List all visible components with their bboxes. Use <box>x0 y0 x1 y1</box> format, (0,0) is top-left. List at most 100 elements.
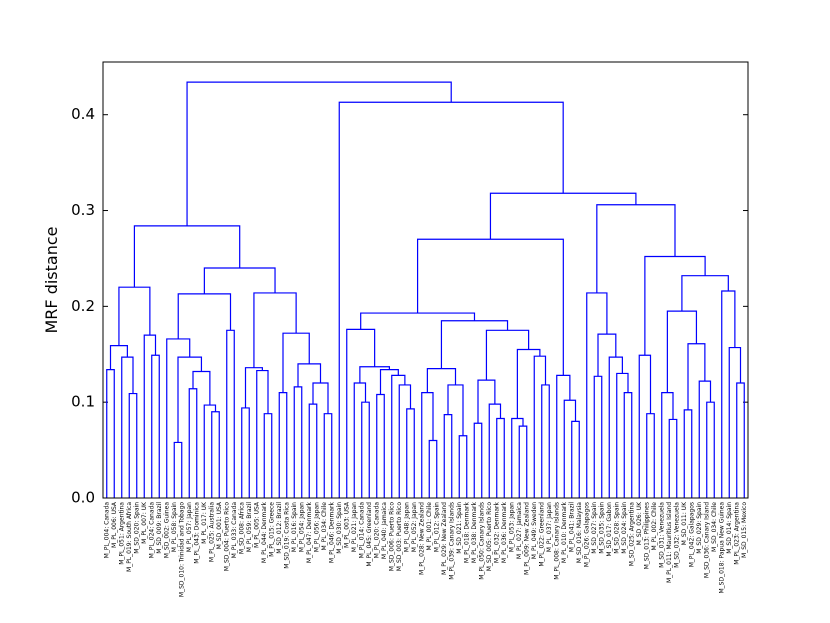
leaf-label: M_SD_018: Papua New Guinea <box>718 502 725 594</box>
leaf-label: M_PL_001: Chile <box>426 502 433 551</box>
leaf-label: M_PL_015: Greece <box>268 502 275 557</box>
dendrogram-link <box>516 348 541 419</box>
leaf-label: M_PL_053: Japan <box>508 502 515 552</box>
dendrogram-link <box>571 420 580 498</box>
dendrogram-link <box>698 380 712 498</box>
leaf-label: M_PL_040: Jamaica <box>381 502 388 559</box>
leaf-label: M_SD_029: Spain <box>696 502 703 554</box>
leaf-label: M_PL_019: South Africa <box>126 502 133 572</box>
leaf-label: M_PL_041: Brazil <box>568 502 575 553</box>
leaf-label: M_PL_010: Denmark <box>561 501 568 563</box>
dendrogram-link <box>443 414 453 498</box>
leaf-label: M_PL_058: Spain <box>171 502 178 552</box>
leaf-label: M_SD_008: Africa <box>238 502 245 554</box>
leaf-label: M_SD_017: Gabon <box>606 502 613 557</box>
dendrogram-link <box>511 417 524 498</box>
y-tick-label: 0.0 <box>71 489 95 507</box>
leaf-label: M_PL_004: Canada <box>103 502 110 559</box>
dendrogram-link <box>173 441 183 498</box>
leaf-label: M_PL_002: Chile <box>651 502 658 551</box>
leaf-label: M_PL_044: Denmark <box>261 501 268 563</box>
dendrogram-link <box>666 310 698 393</box>
leaf-label: M_PL_011: Mauritius Island <box>666 502 673 583</box>
leaf-label: M_SD_026: UK <box>636 501 643 545</box>
leaf-label: M_SD_015: Mexico <box>741 502 748 558</box>
leaf-label: M_PL_024: Canada <box>148 502 155 559</box>
leaf-label: M_PL_039: Canary Islands <box>448 502 455 580</box>
leaf-label: M_PL_014: Canada <box>358 502 365 559</box>
leaf-label: M_SD_011: UK <box>681 501 688 545</box>
dendrogram-link <box>597 333 617 377</box>
leaf-label: M_PL_026: Galapagos <box>583 502 590 567</box>
dendrogram-link <box>256 369 269 498</box>
dendrogram-link <box>646 413 655 498</box>
leaf-label: M_PL_023: Argentina <box>733 502 740 565</box>
leaf-label: M_PL_049: Sweden <box>531 502 538 559</box>
leaf-label: M_SD_009: Brazil <box>156 502 163 554</box>
leaf-label: M_PL_005: USA <box>253 501 260 548</box>
plot-frame <box>102 61 749 499</box>
y-axis-label: MRF distance <box>42 226 61 333</box>
dendrogram-link <box>323 413 333 498</box>
y-tick-label: 0.3 <box>71 201 95 219</box>
leaf-label: M_PL_046: Denmark <box>328 501 335 563</box>
leaf-label: M_PL_017: UK <box>201 501 208 544</box>
dendrogram-link <box>406 408 415 498</box>
leaf-label: M_SD_031: Venezuela <box>658 502 665 568</box>
y-tick-label: 0.4 <box>71 105 95 123</box>
leaf-label: M_SD_005: Puerto Rico <box>486 502 493 572</box>
leaf-label: M_PL_006: USA <box>111 501 118 548</box>
leaf-label: M_PL_022: Greenland <box>538 502 545 567</box>
leaf-label: M_SD_001: USA <box>216 501 223 549</box>
leaf-label: M_PL_032: Denmark <box>493 501 500 563</box>
leaf-label: M_PL_057: Japan <box>186 502 193 552</box>
y-tick-label: 0.2 <box>71 297 95 315</box>
dendrogram-link <box>496 417 505 498</box>
leaf-label: M_SD_014: Spain <box>726 502 733 554</box>
leaf-label: M_PL_045: Greenland <box>366 502 373 567</box>
leaf-label: M_PL_025: Australia <box>208 502 215 562</box>
leaf-label: M_PL_048: Japan <box>403 502 410 552</box>
dendrogram-link <box>128 392 138 498</box>
y-tick-label: 0.1 <box>71 393 95 411</box>
leaf-label: M_SD_027: Spain <box>591 502 598 554</box>
dendrogram-link <box>379 368 399 395</box>
leaf-label: M_PL_007: UK <box>141 501 148 544</box>
leaf-label: M_PL_050: Canary Islands <box>478 502 485 580</box>
leaf-label: M_PL_009: New Zealand <box>523 502 530 575</box>
dendrogram-link <box>706 401 715 498</box>
dendrogram-link <box>518 425 528 498</box>
leaf-label: M_PL_054: Japan <box>298 502 305 552</box>
leaf-label: M_SD_016: Malaysia <box>576 502 583 564</box>
leaf-label: M_SD_024: Spain <box>621 502 628 554</box>
leaf-label: M_SD_013: Philippines <box>643 502 650 569</box>
leaf-label: M_PL_051: Argentina <box>118 502 125 565</box>
leaf-label: M_SD_035: Spain <box>598 502 605 554</box>
leaf-label: M_SD_030: Spain <box>336 502 343 554</box>
leaf-label: M_SD_021: Spain <box>456 502 463 554</box>
dendrogram-link <box>361 401 370 498</box>
leaf-label: M_PL_034: Chile <box>321 502 328 551</box>
leaf-label: M_PL_020: Canada <box>373 502 380 559</box>
leaf-label: M_PL_036: Denmark <box>501 501 508 563</box>
leaf-label: M_SD_004: Puerto Rico <box>223 502 230 572</box>
leaf-label: M_PL_043: Dominica <box>193 502 200 564</box>
leaf-label: M_SD_036: Canary Island <box>703 502 710 578</box>
dendrogram-link <box>485 329 530 381</box>
leaf-label: M_PL_033: Canada <box>231 502 238 559</box>
leaf-label: M_PL_047: Denmark <box>306 501 313 563</box>
dendrogram-link <box>226 329 235 498</box>
leaf-label: M_SD_028: Spain <box>613 502 620 554</box>
dendrogram-link <box>683 409 693 498</box>
leaf-label: M_PL_018: Denmark <box>463 501 470 563</box>
leaf-label: M_PL_029: New Zealand <box>441 502 448 575</box>
leaf-label: M_SD_019: Costa Rica <box>283 502 290 569</box>
leaf-label: M_SD_006: Puerto Rico <box>388 502 395 572</box>
leaf-label: M_PL_028: New Zealand <box>418 502 425 575</box>
leaf-label: M_SD_025: Argentina <box>628 502 635 567</box>
dendrogram-link <box>263 413 273 498</box>
dendrogram-link <box>203 267 276 294</box>
dendrogram-link <box>166 338 191 498</box>
